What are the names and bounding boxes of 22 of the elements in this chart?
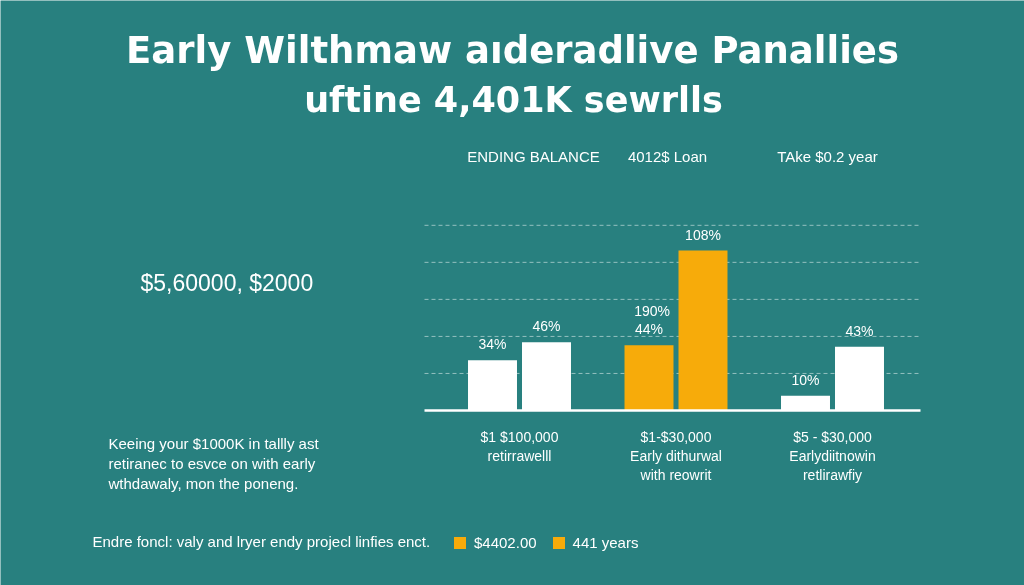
x-tick-label: $1-$30,000 Early dithurwal with reowrit	[630, 428, 722, 483]
data-label: 108%	[685, 226, 721, 243]
x-tick-label: $5 - $30,000 Earlydiitnowin retlirawfiy	[789, 428, 876, 483]
data-label: 34%	[478, 336, 507, 353]
x-tick-label: $1 $100,000 retirrawelll	[480, 428, 559, 464]
text: $5,60000, $2000	[140, 269, 314, 296]
data-label: 44%	[634, 321, 664, 338]
legend-label: 441 years	[572, 534, 639, 551]
text: ENDING BALANCE	[467, 148, 600, 165]
data-label: 43%	[845, 322, 874, 339]
text: TAke $0.2 year	[777, 148, 878, 165]
data-label: 46%	[532, 318, 561, 335]
annotation: 190%	[634, 303, 671, 320]
text: 4012$ Loan	[627, 148, 708, 165]
chart-title: Early Wilthmaw aıderadlive Panallies	[126, 29, 899, 72]
chart-subtitle: uftine 4,401K sewrlls	[304, 79, 723, 120]
data-label: 10%	[791, 371, 820, 388]
bar	[624, 345, 674, 411]
text: Keeing your $1000K in tallly ast retiranec to esvce on with early wthdawaly, mon the poneng.	[107, 434, 320, 493]
bar	[678, 250, 728, 411]
text: Endre foncl: valy and lryer endy projecl linfies enct.	[92, 533, 431, 550]
legend-label: $4402.00	[474, 534, 537, 551]
